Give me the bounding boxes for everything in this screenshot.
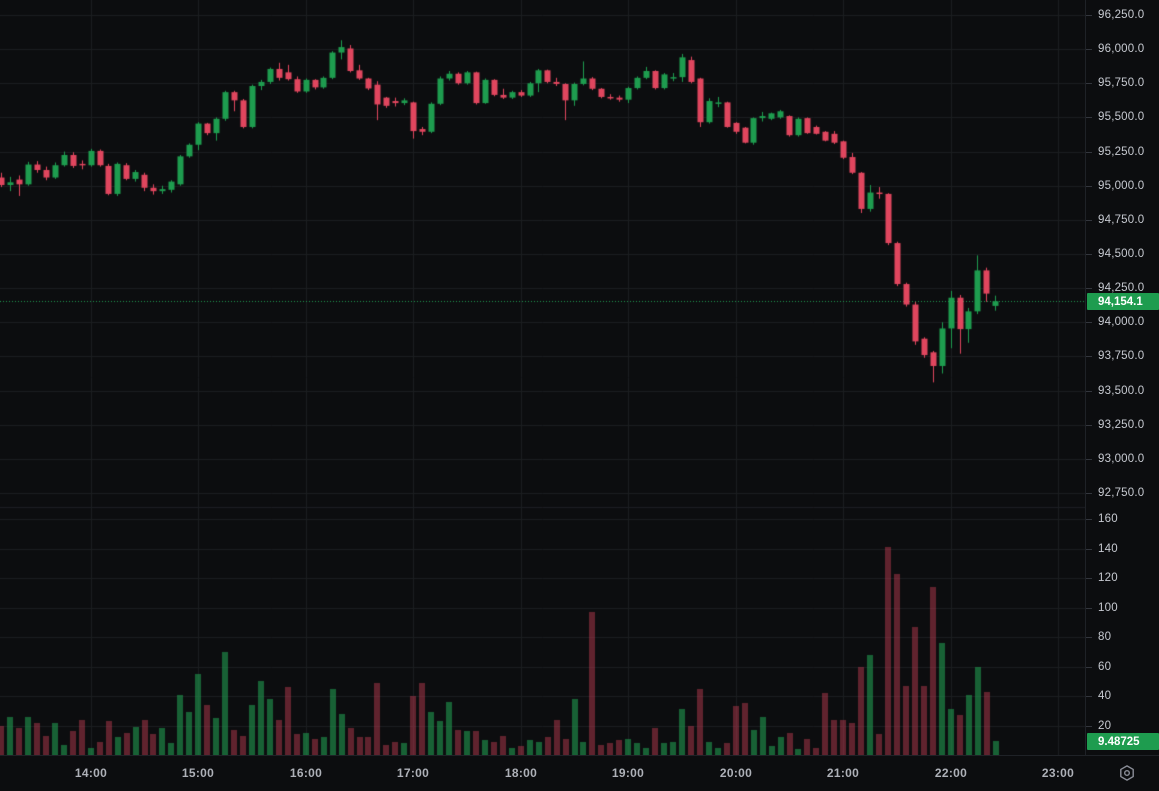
axis-tick-mark xyxy=(1086,49,1092,50)
axis-tick-mark xyxy=(1086,288,1092,289)
time-tick-label: 17:00 xyxy=(396,766,430,780)
time-tick-label: 21:00 xyxy=(826,766,860,780)
axis-tick-mark xyxy=(1086,578,1092,579)
axis-tick-mark xyxy=(1086,667,1092,668)
time-tick-label: 15:00 xyxy=(181,766,215,780)
volume-tick-label: 120 xyxy=(1098,572,1118,584)
axis-tick-mark xyxy=(1086,519,1092,520)
volume-tick-label: 40 xyxy=(1098,690,1112,702)
axis-tick-mark xyxy=(1086,696,1092,697)
axis-tick-mark xyxy=(1086,356,1092,357)
time-tick-label: 16:00 xyxy=(289,766,323,780)
price-tick-label: 94,250.0 xyxy=(1098,282,1145,294)
price-axis[interactable]: 94,154.1 9.48725 96,250.0 96,000.0 95,750.… xyxy=(1085,0,1159,755)
axis-tick-mark xyxy=(1086,637,1092,638)
axis-tick-mark xyxy=(1086,322,1092,323)
time-tick-label: 20:00 xyxy=(719,766,753,780)
axis-tick-mark xyxy=(1086,549,1092,550)
price-tick-label: 93,750.0 xyxy=(1098,350,1145,362)
time-tick-label: 23:00 xyxy=(1041,766,1075,780)
price-tick-label: 96,250.0 xyxy=(1098,9,1145,21)
settings-icon xyxy=(1120,765,1134,781)
pane-divider[interactable] xyxy=(0,506,1085,509)
chart-settings-button[interactable] xyxy=(1113,759,1141,787)
price-tick-label: 93,000.0 xyxy=(1098,453,1145,465)
price-tick-label: 93,250.0 xyxy=(1098,419,1145,431)
time-tick-label: 19:00 xyxy=(611,766,645,780)
candlestick-chart[interactable] xyxy=(0,0,1085,755)
time-tick-label: 22:00 xyxy=(934,766,968,780)
axis-tick-mark xyxy=(1086,459,1092,460)
price-tick-label: 96,000.0 xyxy=(1098,43,1145,55)
axis-tick-mark xyxy=(1086,15,1092,16)
price-tick-label: 92,750.0 xyxy=(1098,487,1145,499)
volume-tick-label: 140 xyxy=(1098,543,1118,555)
axis-tick-mark xyxy=(1086,608,1092,609)
price-tick-label: 93,500.0 xyxy=(1098,385,1145,397)
price-tick-label: 94,000.0 xyxy=(1098,316,1145,328)
axis-tick-mark xyxy=(1086,391,1092,392)
price-tick-label: 94,750.0 xyxy=(1098,214,1145,226)
axis-tick-mark xyxy=(1086,152,1092,153)
axis-tick-mark xyxy=(1086,726,1092,727)
axis-tick-mark xyxy=(1086,425,1092,426)
axis-tick-mark xyxy=(1086,117,1092,118)
time-tick-label: 18:00 xyxy=(504,766,538,780)
volume-tick-label: 80 xyxy=(1098,631,1112,643)
time-axis[interactable]: 14:00 15:00 16:00 17:00 18:00 19:00 20:00 21:00… xyxy=(0,755,1159,791)
volume-tick-label: 60 xyxy=(1098,661,1112,673)
axis-tick-mark xyxy=(1086,493,1092,494)
volume-tick-label: 20 xyxy=(1098,720,1112,732)
price-tick-label: 95,750.0 xyxy=(1098,77,1145,89)
last-price-badge: 94,154.1 xyxy=(1087,293,1159,310)
price-tick-label: 95,250.0 xyxy=(1098,146,1145,158)
price-tick-label: 94,500.0 xyxy=(1098,248,1145,260)
volume-tick-label: 100 xyxy=(1098,602,1118,614)
axis-tick-mark xyxy=(1086,220,1092,221)
last-volume-badge: 9.48725 xyxy=(1087,733,1159,750)
price-tick-label: 95,500.0 xyxy=(1098,111,1145,123)
time-tick-label: 14:00 xyxy=(74,766,108,780)
axis-tick-mark xyxy=(1086,254,1092,255)
volume-tick-label: 160 xyxy=(1098,513,1118,525)
price-tick-label: 95,000.0 xyxy=(1098,180,1145,192)
axis-tick-mark xyxy=(1086,186,1092,187)
axis-tick-mark xyxy=(1086,83,1092,84)
